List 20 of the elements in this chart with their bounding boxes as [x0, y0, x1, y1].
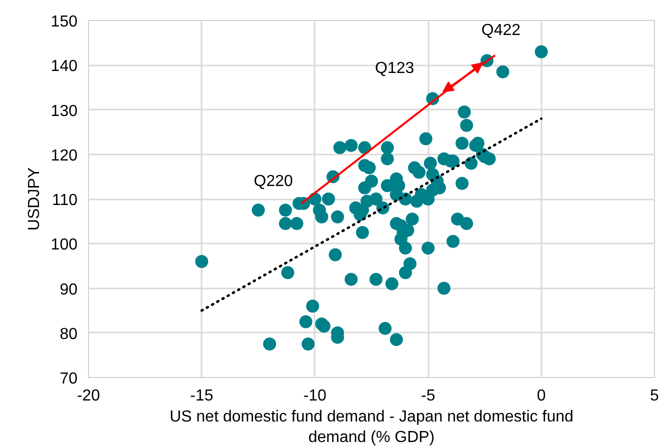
y-axis-title: USDJPY: [26, 167, 43, 231]
y-tick-label: 130: [50, 102, 78, 120]
y-tick-label: 150: [50, 14, 78, 30]
x-tick-label: 0: [536, 388, 546, 404]
annotation: Q422: [481, 22, 521, 40]
y-tick-label: 90: [60, 281, 78, 298]
x-tick-label: -15: [190, 388, 214, 404]
annotation: Q123: [375, 60, 414, 78]
x-tick-label: -5: [420, 388, 436, 404]
annotation: Q220: [254, 172, 293, 190]
y-tick-label: 100: [50, 236, 78, 254]
y-tick-label: 110: [52, 192, 78, 209]
y-tick-label: 80: [60, 326, 78, 343]
x-tick-label: -10: [303, 388, 327, 404]
y-tick-label: 120: [50, 147, 78, 164]
y-tick-label: 70: [60, 370, 78, 388]
x-tick-label: 5: [650, 388, 660, 404]
y-tick-label: 140: [50, 58, 78, 76]
x-axis-title: US net domestic fund demand - Japan net domestic fund demand (% GDP): [170, 408, 574, 446]
x-tick-label: -20: [76, 388, 100, 404]
